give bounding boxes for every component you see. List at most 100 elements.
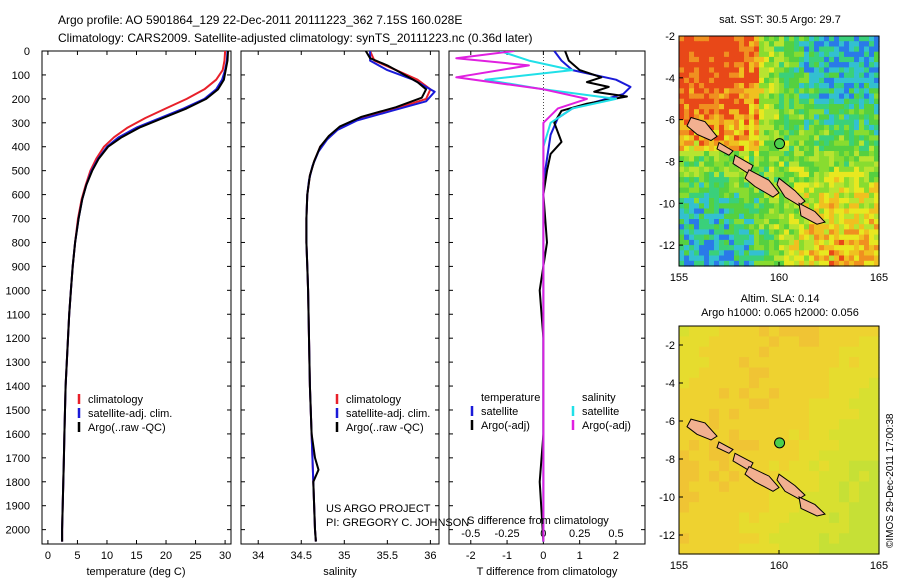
map-cell xyxy=(679,245,685,251)
map-cell xyxy=(859,41,865,47)
map-cell xyxy=(824,41,830,47)
map-cell xyxy=(789,145,795,152)
map-cell xyxy=(869,255,875,262)
map-cell xyxy=(679,219,685,225)
y-tick-label: 400 xyxy=(12,142,30,154)
map-cell xyxy=(849,229,855,236)
map-cell xyxy=(699,93,705,100)
map-cell xyxy=(864,109,870,115)
difference-series-group xyxy=(455,51,632,542)
map-cell xyxy=(794,255,800,262)
map-cell xyxy=(754,88,760,95)
map-cell xyxy=(799,543,810,555)
map-cell xyxy=(689,203,695,210)
map-cell xyxy=(804,67,810,74)
legend-label-s-argo: Argo(-adj) xyxy=(582,420,631,432)
map-cell xyxy=(689,56,695,63)
map-cell xyxy=(819,229,825,236)
map-cell xyxy=(714,41,720,47)
map-cell xyxy=(709,460,720,472)
map-cell xyxy=(829,135,835,142)
map-cell xyxy=(859,145,865,152)
map-cell xyxy=(714,140,720,147)
map-cell xyxy=(739,51,745,58)
map-cell xyxy=(849,51,855,58)
map-cell xyxy=(759,88,765,95)
map-cell xyxy=(819,460,830,472)
map-cell xyxy=(789,326,800,337)
map-cell xyxy=(829,213,835,220)
map-cell xyxy=(869,151,875,157)
map-cell xyxy=(789,156,795,162)
island-outline xyxy=(744,465,780,492)
map-cell xyxy=(789,62,795,68)
map-cell xyxy=(739,83,745,89)
map-cell xyxy=(864,98,870,105)
map-cell xyxy=(779,93,785,100)
map-cell xyxy=(744,182,750,189)
map-cell xyxy=(784,255,790,262)
map-cell xyxy=(849,171,855,178)
map-cell xyxy=(864,62,870,68)
map-cell xyxy=(794,36,800,42)
map-cell xyxy=(734,88,740,95)
map-cell xyxy=(754,192,760,199)
map-cell xyxy=(739,98,745,105)
map-cell xyxy=(854,260,860,267)
map-cell xyxy=(854,177,860,183)
map-cell xyxy=(844,83,850,89)
map-cell xyxy=(824,46,830,53)
map-cell xyxy=(809,166,815,173)
map-cell xyxy=(739,533,750,545)
map-cell xyxy=(859,234,865,241)
map-cell xyxy=(814,250,820,257)
map-cell xyxy=(799,88,805,95)
map-cell xyxy=(804,182,810,189)
map-cell xyxy=(774,135,780,142)
map-cell xyxy=(799,177,805,183)
difference-xlabel-top: S difference from climatology xyxy=(467,515,609,527)
map-cell xyxy=(774,224,780,230)
map-cell xyxy=(834,192,840,199)
y-tick-label: 1300 xyxy=(6,357,30,369)
map-cell xyxy=(739,114,745,121)
map-cell xyxy=(684,109,690,115)
map-cell xyxy=(864,151,870,157)
map-cell xyxy=(834,56,840,63)
map-cell xyxy=(854,114,860,121)
map-cell xyxy=(799,98,805,105)
map-cell xyxy=(789,166,795,173)
map-cell xyxy=(799,93,805,100)
map-cell xyxy=(874,245,880,251)
series-line-t-argo-adj xyxy=(538,51,628,542)
map-cell xyxy=(814,46,820,53)
map-cell xyxy=(784,119,790,126)
map-cell xyxy=(849,260,855,267)
map-cell xyxy=(709,124,715,131)
map-cell xyxy=(699,203,705,210)
map-cell xyxy=(739,88,745,95)
map-cell xyxy=(839,429,850,441)
map-cell xyxy=(839,124,845,131)
map-cell xyxy=(774,219,780,225)
map-cell xyxy=(804,192,810,199)
map-cell xyxy=(779,198,785,204)
map-cell xyxy=(734,109,740,115)
map-cell xyxy=(814,239,820,246)
map-cell xyxy=(834,203,840,210)
salinity-axes xyxy=(240,50,440,545)
series-line-argo-raw-qc xyxy=(61,51,229,542)
map-cell xyxy=(784,198,790,204)
map-cell xyxy=(869,219,875,225)
map-cell xyxy=(789,46,795,53)
map-cell xyxy=(839,114,845,121)
map-cell xyxy=(759,72,765,79)
map-cell xyxy=(729,93,735,100)
map-cell xyxy=(734,77,740,84)
map-cell xyxy=(699,346,710,358)
map-cell xyxy=(779,522,790,534)
map-cell xyxy=(804,88,810,95)
map-cell xyxy=(749,346,760,358)
map-cell xyxy=(859,512,870,524)
map-cell xyxy=(784,67,790,74)
